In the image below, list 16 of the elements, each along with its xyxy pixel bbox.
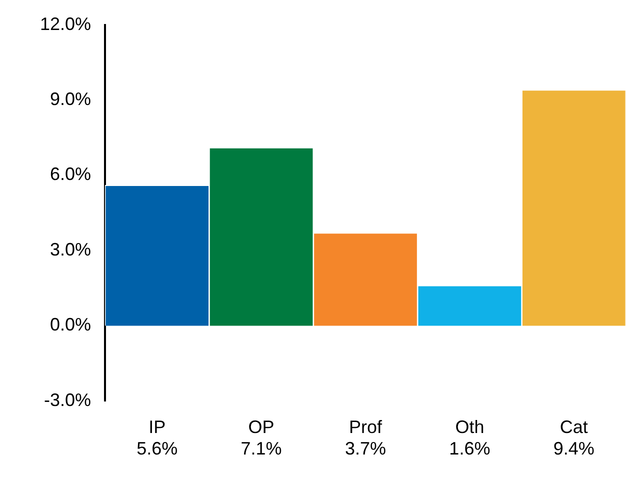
y-tick-label: 6.0% [50,164,91,184]
x-tick-label: IP [148,416,166,437]
data-label: 3.7% [344,438,386,458]
x-tick-label: Oth [455,416,484,437]
y-tick-label: 12.0% [40,14,91,34]
x-tick-label: Prof [348,416,384,437]
data-label: 7.1% [240,438,282,458]
y-tick-label: 0.0% [50,314,91,335]
data-label: 1.6% [449,438,490,458]
y-tick-label: 3.0% [50,239,91,260]
x-tick-label: Cat [560,416,588,437]
data-label: 9.4% [553,438,594,458]
x-tick-label: OP [248,416,274,437]
y-tick-label: 9.0% [50,89,91,110]
data-label: 5.6% [136,438,178,458]
y-tick-label: -3.0% [44,390,91,410]
